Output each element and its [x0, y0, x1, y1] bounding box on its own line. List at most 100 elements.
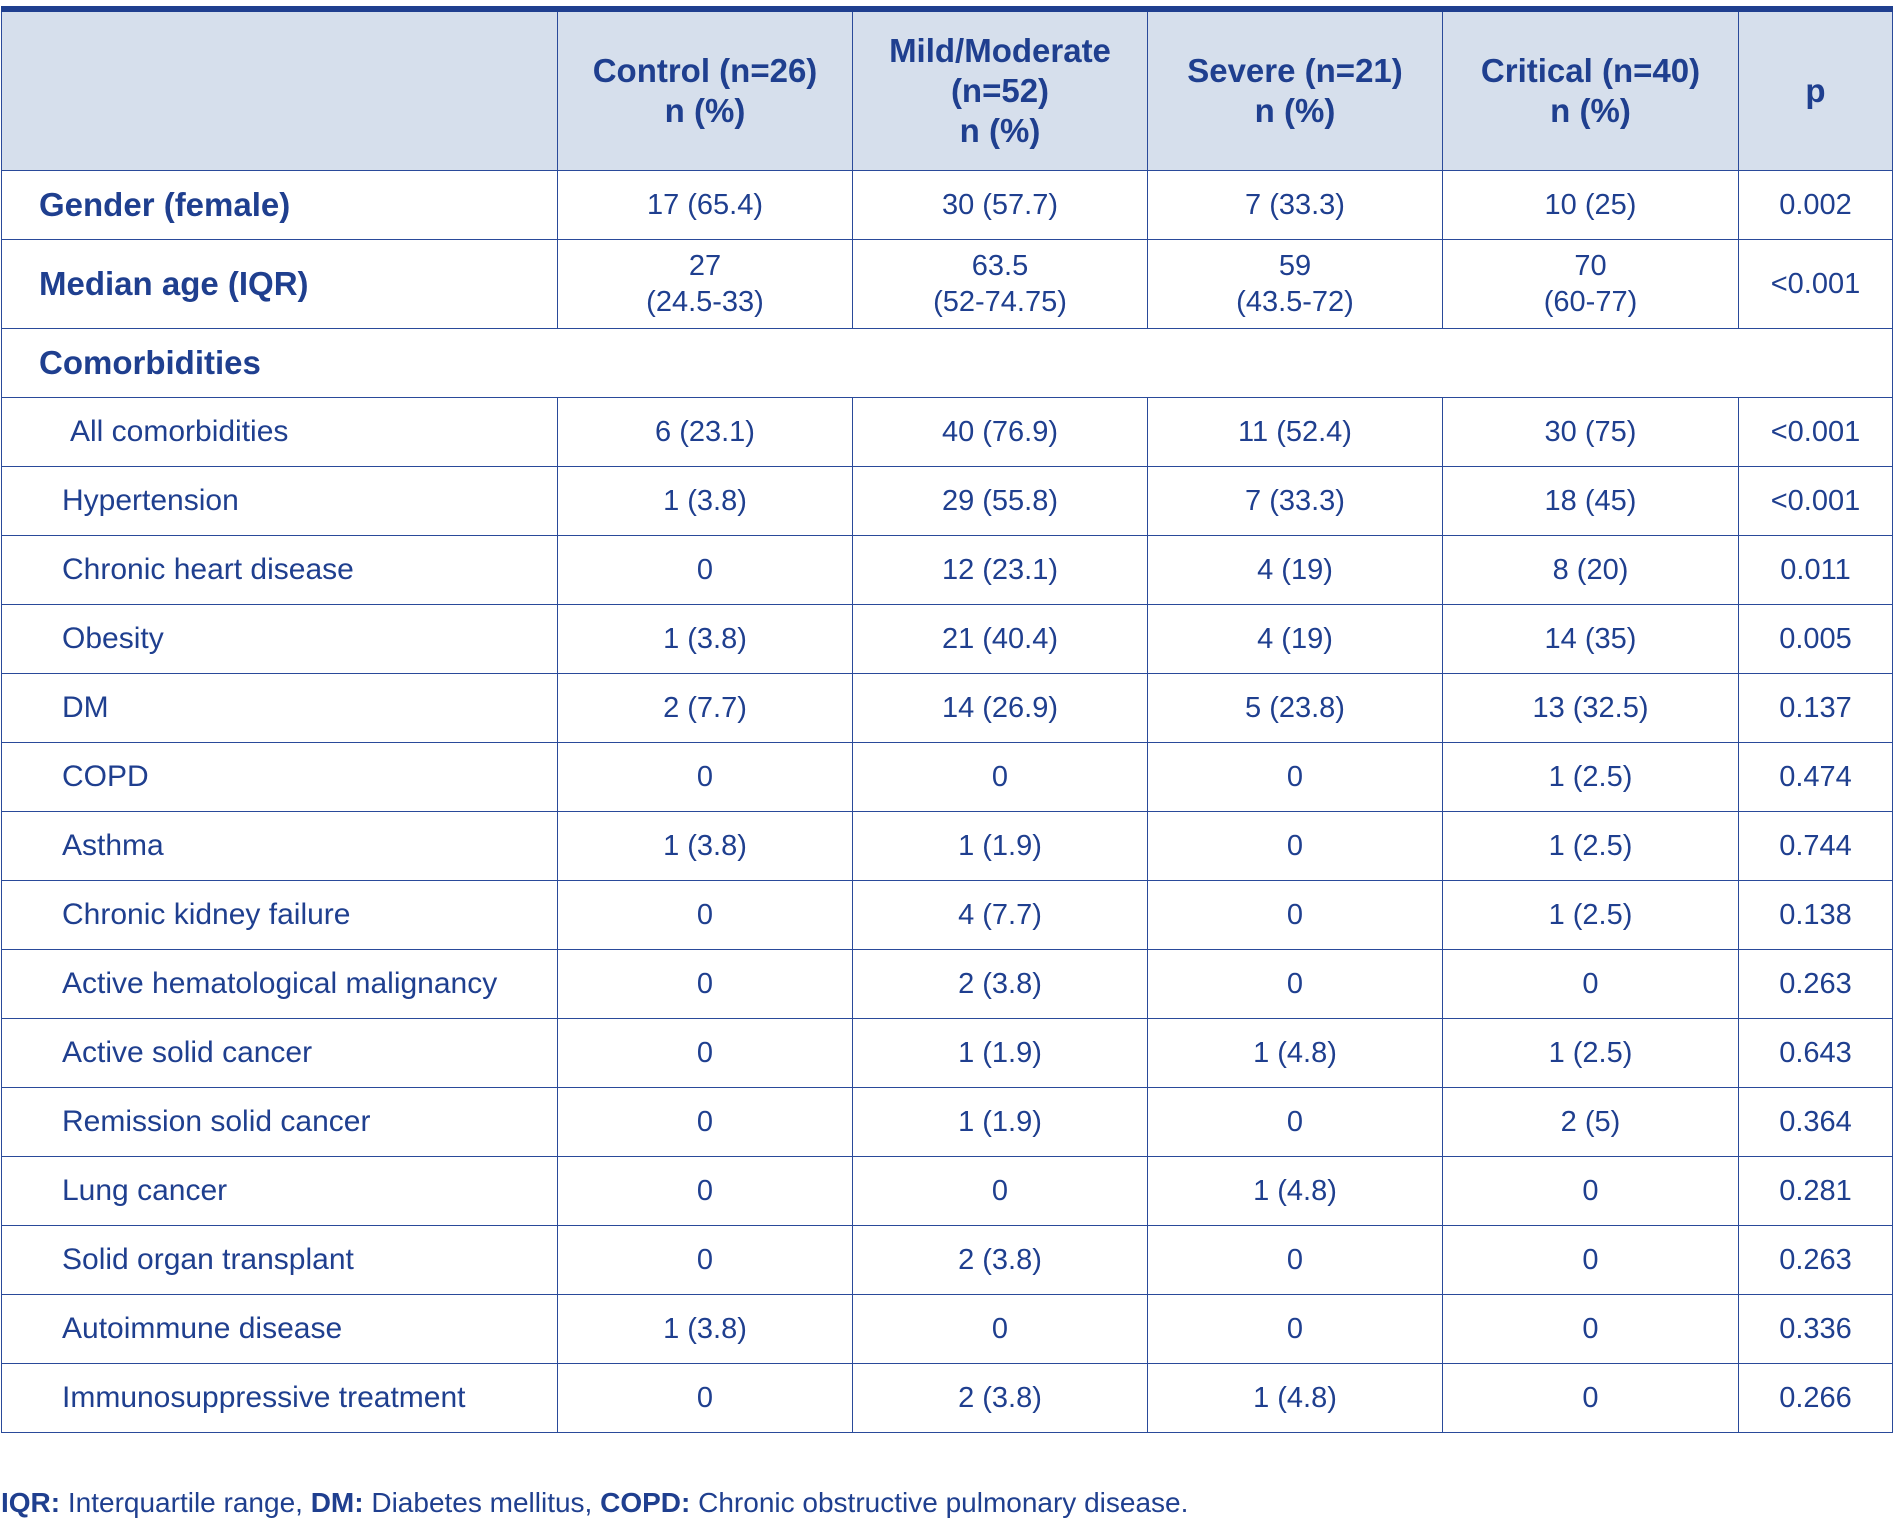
- footnote-iqr-text: Interquartile range,: [60, 1487, 311, 1518]
- cell-p: 0.002: [1738, 170, 1893, 240]
- cell-critical: 14 (35): [1442, 604, 1739, 674]
- cell-severe: 11 (52.4): [1147, 397, 1443, 467]
- row-label: DM: [1, 673, 558, 743]
- cell-control: 0: [557, 1156, 853, 1226]
- cell-control: 27 (24.5-33): [557, 239, 853, 329]
- cell-control: 0: [557, 742, 853, 812]
- cell-severe: 1 (4.8): [1147, 1363, 1443, 1433]
- table-row: Chronic kidney failure 0 4 (7.7) 0 1 (2.5) 0.…: [1, 880, 1893, 950]
- cell-severe: 1 (4.8): [1147, 1156, 1443, 1226]
- row-label: Asthma: [1, 811, 558, 881]
- cell-critical: 0: [1442, 1225, 1739, 1295]
- cell-control: 0: [557, 1363, 853, 1433]
- cell-critical: 1 (2.5): [1442, 742, 1739, 812]
- cell-p: 0.364: [1738, 1087, 1893, 1157]
- table-row: Obesity 1 (3.8) 21 (40.4) 4 (19) 14 (35) 0.00…: [1, 604, 1893, 674]
- cell-p: <0.001: [1738, 397, 1893, 467]
- cell-critical: 0: [1442, 1294, 1739, 1364]
- cell-severe: 7 (33.3): [1147, 170, 1443, 240]
- row-label: Autoimmune disease: [1, 1294, 558, 1364]
- cell-severe: 0: [1147, 742, 1443, 812]
- cell-control: 0: [557, 949, 853, 1019]
- cell-severe: 0: [1147, 811, 1443, 881]
- cell-severe: 59 (43.5-72): [1147, 239, 1443, 329]
- header-empty-cell: [1, 6, 558, 171]
- table-row: Immunosuppressive treatment 0 2 (3.8) 1 (4.…: [1, 1363, 1893, 1433]
- row-label: Median age (IQR): [1, 239, 558, 329]
- cell-p: <0.001: [1738, 466, 1893, 536]
- cell-control: 0: [557, 880, 853, 950]
- table-row: COPD 0 0 0 1 (2.5) 0.474: [1, 742, 1893, 812]
- row-label: Chronic heart disease: [1, 535, 558, 605]
- footnote-copd-text: Chronic obstructive pulmonary disease.: [690, 1487, 1189, 1518]
- comorbidity-table: Control (n=26) n (%) Mild/Moderate (n=52…: [1, 6, 1893, 1433]
- table-row: Autoimmune disease 1 (3.8) 0 0 0 0.336: [1, 1294, 1893, 1364]
- row-label: Obesity: [1, 604, 558, 674]
- cell-mild: 21 (40.4): [852, 604, 1148, 674]
- cell-control: 17 (65.4): [557, 170, 853, 240]
- row-label: All comorbidities: [1, 397, 558, 467]
- cell-mild: 2 (3.8): [852, 949, 1148, 1019]
- cell-p: 0.137: [1738, 673, 1893, 743]
- cell-critical: 1 (2.5): [1442, 1018, 1739, 1088]
- cell-critical: 0: [1442, 1363, 1739, 1433]
- table-header-row: Control (n=26) n (%) Mild/Moderate (n=52…: [1, 6, 1893, 171]
- row-label: Immunosuppressive treatment: [1, 1363, 558, 1433]
- cell-p: 0.263: [1738, 1225, 1893, 1295]
- header-severe: Severe (n=21) n (%): [1147, 6, 1443, 171]
- cell-severe: 0: [1147, 949, 1443, 1019]
- cell-control: 0: [557, 535, 853, 605]
- cell-critical: 2 (5): [1442, 1087, 1739, 1157]
- row-label: Lung cancer: [1, 1156, 558, 1226]
- cell-severe: 4 (19): [1147, 535, 1443, 605]
- cell-severe: 5 (23.8): [1147, 673, 1443, 743]
- section-heading: Comorbidities: [1, 328, 1893, 398]
- row-label: Hypertension: [1, 466, 558, 536]
- header-p-value: p: [1738, 6, 1893, 171]
- table-row: Asthma 1 (3.8) 1 (1.9) 0 1 (2.5) 0.744: [1, 811, 1893, 881]
- table-row: Chronic heart disease 0 12 (23.1) 4 (19) 8 (…: [1, 535, 1893, 605]
- table-row-age: Median age (IQR) 27 (24.5-33) 63.5 (52-7…: [1, 239, 1893, 329]
- cell-critical: 30 (75): [1442, 397, 1739, 467]
- row-label: Remission solid cancer: [1, 1087, 558, 1157]
- cell-control: 0: [557, 1018, 853, 1088]
- cell-mild: 0: [852, 1156, 1148, 1226]
- table-row-gender: Gender (female) 17 (65.4) 30 (57.7) 7 (3…: [1, 170, 1893, 240]
- footnote-iqr-abbr: IQR:: [1, 1487, 61, 1518]
- cell-mild: 1 (1.9): [852, 811, 1148, 881]
- cell-mild: 14 (26.9): [852, 673, 1148, 743]
- cell-p: 0.266: [1738, 1363, 1893, 1433]
- cell-severe: 0: [1147, 1087, 1443, 1157]
- cell-p: 0.138: [1738, 880, 1893, 950]
- cell-control: 1 (3.8): [557, 1294, 853, 1364]
- table-row: Lung cancer 0 0 1 (4.8) 0 0.281: [1, 1156, 1893, 1226]
- cell-control: 0: [557, 1087, 853, 1157]
- cell-mild: 2 (3.8): [852, 1363, 1148, 1433]
- cell-severe: 1 (4.8): [1147, 1018, 1443, 1088]
- cell-severe: 4 (19): [1147, 604, 1443, 674]
- cell-p: 0.474: [1738, 742, 1893, 812]
- row-label: Chronic kidney failure: [1, 880, 558, 950]
- table-row: Remission solid cancer 0 1 (1.9) 0 2 (5) 0.36…: [1, 1087, 1893, 1157]
- cell-mild: 4 (7.7): [852, 880, 1148, 950]
- cell-severe: 7 (33.3): [1147, 466, 1443, 536]
- cell-critical: 13 (32.5): [1442, 673, 1739, 743]
- row-label: Active hematological malignancy: [1, 949, 558, 1019]
- footnote-copd-abbr: COPD:: [600, 1487, 691, 1518]
- cell-mild: 29 (55.8): [852, 466, 1148, 536]
- cell-p: 0.263: [1738, 949, 1893, 1019]
- table-row: Active hematological malignancy 0 2 (3.8) 0…: [1, 949, 1893, 1019]
- footnote-dm-text: Diabetes mellitus,: [363, 1487, 601, 1518]
- row-label: COPD: [1, 742, 558, 812]
- cell-critical: 0: [1442, 949, 1739, 1019]
- cell-mild: 2 (3.8): [852, 1225, 1148, 1295]
- cell-critical: 1 (2.5): [1442, 880, 1739, 950]
- table-row-comorbidities-heading: Comorbidities: [1, 328, 1893, 398]
- cell-control: 1 (3.8): [557, 604, 853, 674]
- cell-control: 0: [557, 1225, 853, 1295]
- cell-critical: 1 (2.5): [1442, 811, 1739, 881]
- footnote-dm-abbr: DM:: [310, 1487, 364, 1518]
- table-footnote: IQR: Interquartile range, DM: Diabetes m…: [1, 1487, 1188, 1519]
- table-row: Active solid cancer 0 1 (1.9) 1 (4.8) 1 (2.5…: [1, 1018, 1893, 1088]
- cell-p: 0.005: [1738, 604, 1893, 674]
